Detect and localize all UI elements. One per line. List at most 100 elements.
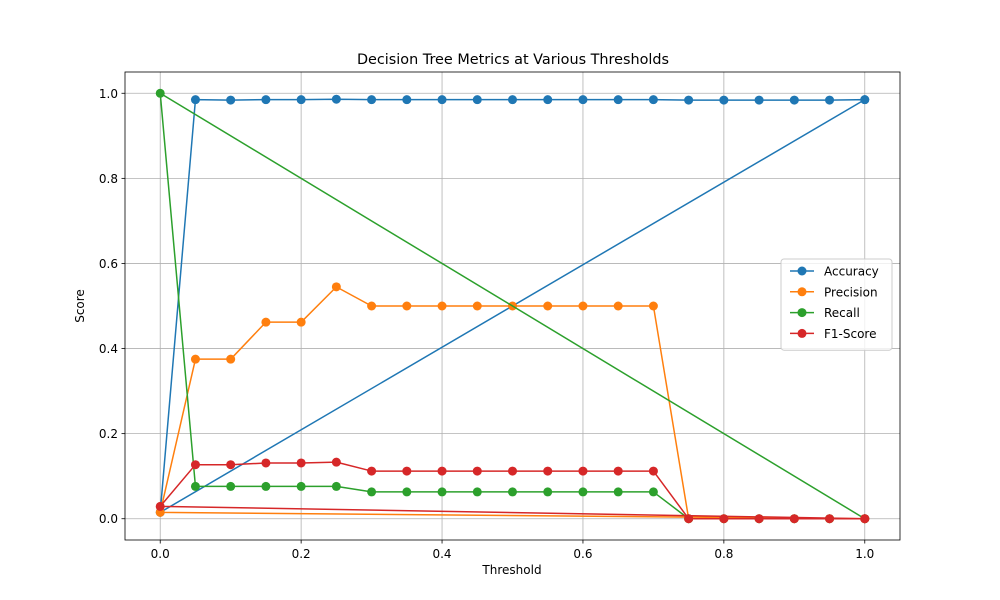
- accuracy-point: [578, 95, 588, 105]
- y-tick-label: 0.2: [99, 427, 118, 441]
- recall-point: [155, 88, 165, 98]
- f1-score-point: [613, 466, 623, 476]
- accuracy-point: [508, 95, 517, 105]
- precision-point: [437, 301, 447, 311]
- precision-point: [648, 301, 658, 311]
- accuracy-point: [402, 95, 412, 105]
- series-layer: [155, 88, 870, 524]
- accuracy-point: [226, 95, 236, 105]
- series-f1-score: [155, 457, 870, 524]
- plot-area-frame: [124, 71, 901, 541]
- precision-point: [613, 301, 623, 311]
- f1-score-point: [754, 514, 764, 524]
- f1-score-point: [825, 514, 835, 524]
- accuracy-point: [543, 95, 553, 105]
- recall-point: [367, 487, 377, 497]
- precision-point: [296, 317, 306, 327]
- accuracy-line: [159, 98, 866, 514]
- f1-score-point: [789, 514, 799, 524]
- legend-marker: [797, 308, 807, 318]
- accuracy-point: [860, 95, 870, 105]
- accuracy-point: [367, 95, 377, 105]
- f1-score-point: [190, 460, 200, 470]
- legend-label: Precision: [824, 285, 878, 299]
- legend-marker: [797, 266, 807, 276]
- x-tick-label: 0.8: [714, 547, 733, 561]
- f1-score-point: [648, 466, 658, 476]
- y-tick-label: 0.8: [99, 172, 118, 186]
- legend-label: Accuracy: [824, 265, 879, 279]
- axis-ticks: 0.0 0.2 0.4 0.6 0.8 1.0 0.0 0.2 0.4 0.6 0.8 1.0: [99, 87, 874, 561]
- recall-point: [508, 487, 517, 497]
- accuracy-point: [190, 95, 200, 105]
- recall-point: [226, 481, 236, 491]
- f1-score-line: [159, 461, 865, 520]
- f1-score-point: [367, 466, 377, 476]
- x-tick-label: 1.0: [855, 547, 874, 561]
- accuracy-point: [331, 94, 341, 104]
- f1-score-point: [226, 460, 236, 470]
- accuracy-point: [472, 95, 482, 105]
- f1-score-point: [472, 466, 482, 476]
- precision-point: [261, 317, 271, 327]
- x-tick-label: 0.0: [151, 547, 170, 561]
- legend-marker: [797, 328, 807, 338]
- legend-label: Recall: [824, 306, 860, 320]
- accuracy-point: [684, 95, 694, 105]
- recall-point: [331, 481, 341, 491]
- y-axis-label: Score: [73, 289, 87, 323]
- f1-score-point: [155, 501, 165, 511]
- f1-score-point: [331, 457, 341, 467]
- accuracy-point: [648, 95, 658, 105]
- f1-score-point: [437, 466, 447, 476]
- f1-score-point: [296, 458, 306, 468]
- f1-score-point: [543, 466, 553, 476]
- f1-score-point: [860, 514, 870, 524]
- accuracy-point: [437, 95, 447, 105]
- legend-label: F1-Score: [824, 327, 876, 341]
- precision-point: [331, 282, 341, 292]
- y-tick-label: 0.6: [99, 257, 118, 271]
- accuracy-point: [261, 95, 271, 105]
- y-tick-label: 0.4: [99, 342, 118, 356]
- precision-point: [367, 301, 377, 311]
- x-axis-label: Threshold: [481, 563, 541, 577]
- accuracy-point: [789, 95, 799, 105]
- series-accuracy: [155, 94, 870, 517]
- legend-entry-f1-score: F1-Score: [790, 327, 876, 341]
- legend: Accuracy Precision Recall F1-Score: [780, 258, 893, 351]
- f1-score-point: [402, 466, 412, 476]
- legend-entry-precision: Precision: [790, 285, 878, 299]
- legend-box: [780, 258, 893, 351]
- precision-point: [190, 354, 200, 364]
- precision-point: [543, 301, 553, 311]
- f1-score-point: [508, 466, 517, 476]
- accuracy-point: [754, 95, 764, 105]
- recall-point: [437, 487, 447, 497]
- recall-point: [578, 487, 588, 497]
- x-tick-label: 0.2: [292, 547, 311, 561]
- f1-score-point: [719, 514, 729, 524]
- recall-point: [296, 481, 306, 491]
- accuracy-point: [719, 95, 729, 105]
- x-tick-label: 0.4: [432, 547, 451, 561]
- legend-entry-recall: Recall: [790, 306, 860, 320]
- recall-point: [261, 481, 271, 491]
- recall-point: [613, 487, 623, 497]
- accuracy-point: [613, 95, 623, 105]
- legend-marker: [797, 287, 807, 297]
- precision-point: [472, 301, 482, 311]
- recall-point: [543, 487, 553, 497]
- legend-entry-accuracy: Accuracy: [790, 265, 879, 279]
- x-tick-label: 0.6: [573, 547, 592, 561]
- chart-title: Decision Tree Metrics at Various Thresho…: [357, 52, 669, 68]
- y-tick-label: 1.0: [99, 87, 118, 101]
- recall-point: [190, 481, 200, 491]
- precision-point: [402, 301, 412, 311]
- f1-score-point: [684, 514, 694, 524]
- recall-point: [648, 487, 658, 497]
- accuracy-point: [825, 95, 835, 105]
- recall-point: [402, 487, 412, 497]
- recall-point: [472, 487, 482, 497]
